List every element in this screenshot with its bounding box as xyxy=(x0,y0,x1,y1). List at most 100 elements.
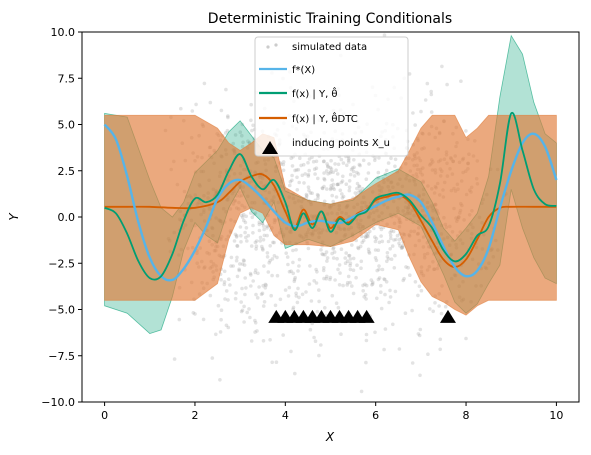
scatter-point xyxy=(222,280,227,284)
scatter-point xyxy=(361,158,366,163)
scatter-point xyxy=(367,250,371,254)
scatter-point xyxy=(234,291,238,295)
scatter-point xyxy=(364,338,369,343)
scatter-point xyxy=(314,159,319,164)
scatter-point xyxy=(286,294,291,298)
scatter-point xyxy=(389,257,394,262)
scatter-point xyxy=(364,231,368,236)
scatter-point xyxy=(339,332,343,337)
y-axis-label: Y xyxy=(7,212,21,221)
scatter-point xyxy=(307,188,311,193)
scatter-point xyxy=(261,339,266,343)
x-tick-label: 10 xyxy=(549,409,563,422)
x-tick-label: 4 xyxy=(282,409,289,422)
scatter-point xyxy=(355,186,359,191)
scatter-point xyxy=(423,98,428,102)
scatter-point xyxy=(250,215,255,220)
scatter-point xyxy=(222,269,227,274)
legend-scatter-swatch xyxy=(266,45,270,49)
y-tick-label: −7.5 xyxy=(48,350,75,363)
scatter-point xyxy=(235,244,239,248)
scatter-point xyxy=(253,268,258,272)
scatter-point xyxy=(376,277,381,282)
scatter-point xyxy=(364,283,369,288)
scatter-point xyxy=(293,371,297,376)
scatter-point xyxy=(235,244,240,248)
scatter-point xyxy=(288,183,292,188)
scatter-point xyxy=(249,339,254,343)
scatter-point xyxy=(312,335,316,340)
y-tick-label: 2.5 xyxy=(58,165,76,178)
scatter-point xyxy=(218,330,223,334)
scatter-point xyxy=(287,269,292,274)
scatter-point xyxy=(289,269,293,274)
scatter-point xyxy=(345,259,350,264)
scatter-point xyxy=(297,180,302,185)
scatter-point xyxy=(234,235,239,239)
scatter-point xyxy=(391,322,395,327)
scatter-point xyxy=(331,199,336,204)
scatter-point xyxy=(329,186,333,191)
scatter-point xyxy=(328,277,332,282)
scatter-point xyxy=(307,157,312,161)
posterior-mean-line xyxy=(104,111,557,281)
scatter-point xyxy=(247,307,251,311)
scatter-point xyxy=(295,300,300,305)
scatter-point xyxy=(244,214,248,219)
y-tick-label: 10.0 xyxy=(51,26,76,39)
scatter-point xyxy=(364,235,368,239)
scatter-point xyxy=(418,373,422,378)
scatter-point xyxy=(194,102,198,107)
scatter-point xyxy=(261,238,266,242)
scatter-point xyxy=(361,283,365,288)
scatter-point xyxy=(257,222,262,227)
scatter-point xyxy=(245,310,249,315)
scatter-point xyxy=(328,165,333,170)
y-tick-label: −5.0 xyxy=(48,304,75,317)
scatter-point xyxy=(402,276,406,281)
scatter-point xyxy=(242,320,246,324)
scatter-point xyxy=(400,245,404,250)
scatter-point xyxy=(401,243,405,248)
scatter-point xyxy=(290,173,294,178)
scatter-point xyxy=(350,243,354,247)
scatter-point xyxy=(320,186,325,191)
scatter-point xyxy=(263,286,268,290)
scatter-point xyxy=(416,332,421,336)
scatter-point xyxy=(270,273,274,278)
scatter-point xyxy=(438,337,443,342)
scatter-point xyxy=(383,327,388,331)
scatter-point xyxy=(391,229,396,234)
scatter-point xyxy=(366,234,370,239)
scatter-point xyxy=(321,159,326,164)
scatter-point xyxy=(261,304,266,308)
scatter-point xyxy=(265,233,269,238)
scatter-point xyxy=(291,260,295,265)
scatter-point xyxy=(239,240,243,244)
scatter-point xyxy=(397,241,401,246)
scatter-point xyxy=(397,347,402,351)
scatter-point xyxy=(269,293,274,298)
scatter-point xyxy=(337,263,342,267)
scatter-point xyxy=(413,123,418,127)
scatter-point xyxy=(193,312,197,316)
scatter-point xyxy=(191,311,196,315)
scatter-point xyxy=(297,264,301,268)
scatter-point xyxy=(355,170,359,175)
scatter-point xyxy=(249,284,253,288)
scatter-point xyxy=(284,251,289,255)
scatter-point xyxy=(388,247,393,251)
scatter-point xyxy=(228,283,232,287)
scatter-point xyxy=(258,239,263,243)
scatter-point xyxy=(351,256,356,261)
scatter-point xyxy=(333,278,337,282)
scatter-point xyxy=(256,271,260,276)
scatter-point xyxy=(413,280,418,284)
scatter-point xyxy=(293,275,298,280)
scatter-point xyxy=(393,289,398,294)
scatter-point xyxy=(229,264,233,268)
scatter-point xyxy=(355,263,359,268)
scatter-point xyxy=(345,280,350,285)
scatter-point xyxy=(347,179,352,183)
y-tick-label: −10.0 xyxy=(41,396,75,409)
